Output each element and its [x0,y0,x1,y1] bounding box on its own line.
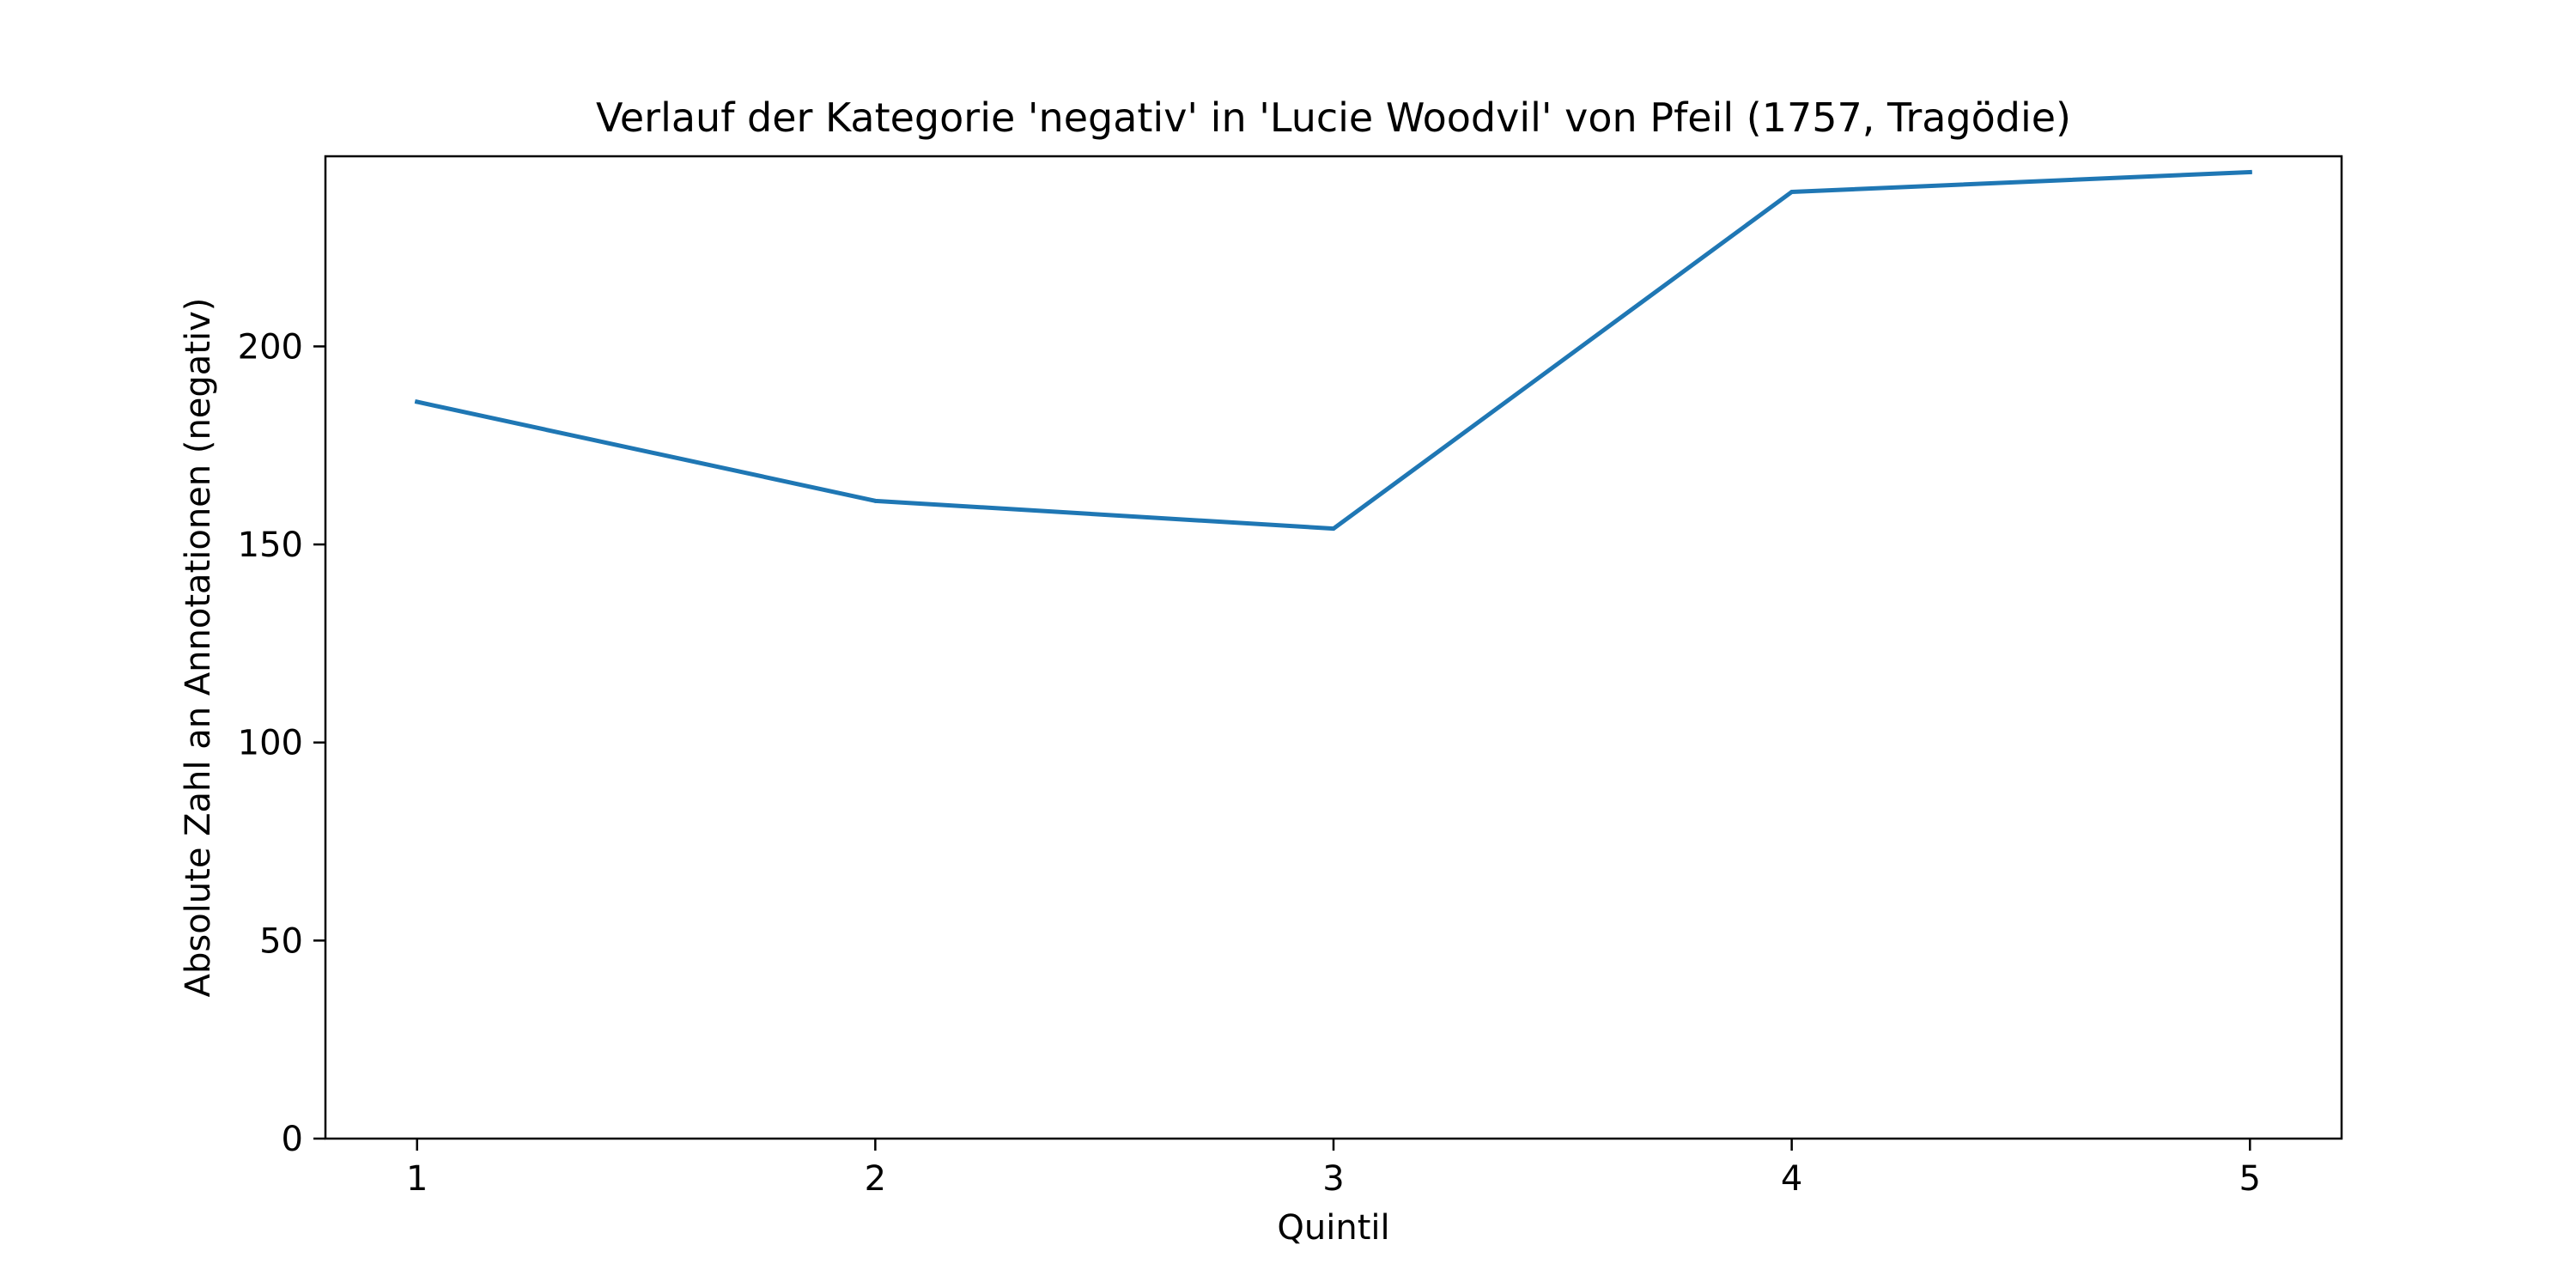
x-tick-label: 4 [1781,1159,1802,1199]
series-layer [414,169,2252,532]
y-tick-label: 50 [259,921,303,961]
x-axis-ticks: 1 2 3 4 5 [406,1139,2261,1199]
plot-area-frame [324,155,2343,1140]
y-axis-ticks: 0 50 100 150 200 [238,327,325,1159]
x-tick-label: 1 [406,1159,428,1199]
y-tick-label: 200 [238,327,303,367]
x-tick-label: 5 [2239,1159,2261,1199]
y-tick-label: 100 [238,724,303,763]
x-axis-label: Quintil [1277,1208,1389,1248]
data-point [872,498,878,503]
data-point [1331,526,1336,532]
x-tick-label: 3 [1322,1159,1344,1199]
data-point [2247,169,2252,174]
x-tick-label: 2 [865,1159,886,1199]
y-tick-label: 0 [282,1120,303,1159]
y-tick-label: 150 [238,526,303,565]
chart-title: Verlauf der Kategorie 'negativ' in 'Luci… [596,94,2071,141]
data-point [1789,190,1795,195]
y-axis-label: Absolute Zahl an Annotationen (negativ) [179,298,218,998]
data-point [415,399,420,404]
